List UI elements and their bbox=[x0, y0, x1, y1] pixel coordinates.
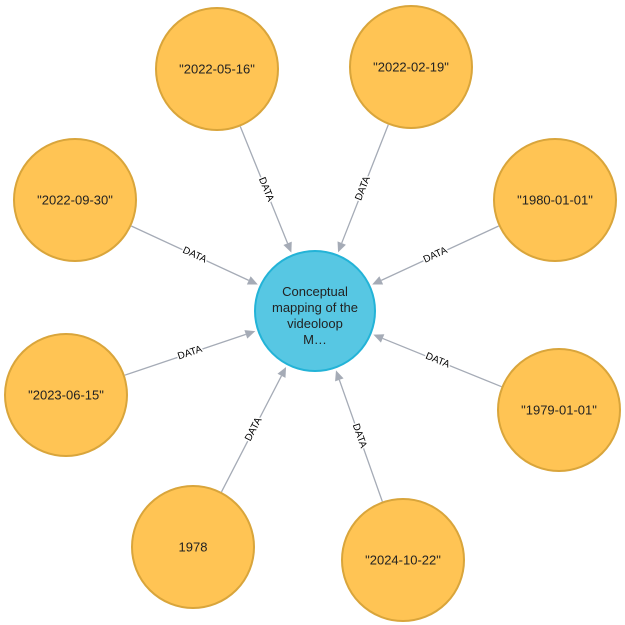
node-3-label: "1980-01-01" bbox=[517, 193, 593, 208]
edge-1-arrowhead bbox=[337, 241, 346, 253]
node-1[interactable]: "2022-02-19" bbox=[349, 5, 473, 129]
edge-7-arrowhead bbox=[335, 370, 344, 382]
edge-5[interactable]: DATA bbox=[373, 334, 502, 388]
edge-1[interactable]: DATA bbox=[337, 124, 389, 253]
edge-4-line bbox=[124, 333, 247, 376]
edge-5-arrowhead bbox=[373, 334, 385, 343]
node-1-label: "2022-02-19" bbox=[373, 60, 449, 75]
node-5-circle bbox=[497, 348, 621, 472]
node-1-circle bbox=[349, 5, 473, 129]
edge-0-label: DATA bbox=[256, 176, 276, 204]
node-0[interactable]: "2022-05-16" bbox=[155, 7, 279, 131]
edge-4[interactable]: DATA bbox=[124, 330, 256, 376]
edge-2-arrowhead bbox=[246, 276, 258, 285]
node-5[interactable]: "1979-01-01" bbox=[497, 348, 621, 472]
edge-5-line bbox=[382, 337, 502, 388]
node-6-circle bbox=[131, 485, 255, 609]
edge-6-line bbox=[220, 375, 283, 493]
edge-2[interactable]: DATA bbox=[131, 225, 258, 285]
edge-1-line bbox=[341, 124, 389, 244]
edge-6-label: DATA bbox=[243, 415, 264, 443]
edge-3-arrowhead bbox=[372, 276, 384, 285]
edge-5-label: DATA bbox=[424, 351, 452, 371]
center-node-label-line-0: Conceptual bbox=[282, 284, 348, 299]
edge-0-arrowhead bbox=[283, 241, 292, 253]
node-2-circle bbox=[13, 138, 137, 262]
edge-2-label: DATA bbox=[181, 245, 209, 266]
node-0-label: "2022-05-16" bbox=[179, 62, 255, 77]
node-2-label: "2022-09-30" bbox=[37, 193, 113, 208]
edge-3-line bbox=[380, 225, 499, 281]
edge-6-arrowhead bbox=[277, 366, 287, 378]
edge-7-label: DATA bbox=[350, 422, 369, 450]
node-2[interactable]: "2022-09-30" bbox=[13, 138, 137, 262]
node-5-label: "1979-01-01" bbox=[521, 403, 597, 418]
edge-7[interactable]: DATA bbox=[335, 370, 383, 502]
node-4-circle bbox=[4, 333, 128, 457]
node-7-label: "2024-10-22" bbox=[365, 553, 441, 568]
edge-6[interactable]: DATA bbox=[220, 366, 287, 493]
node-0-circle bbox=[155, 7, 279, 131]
node-7[interactable]: "2024-10-22" bbox=[341, 498, 465, 622]
center-node-label-line-2: videoloop bbox=[287, 316, 343, 331]
center-node[interactable]: Conceptual mapping of the videoloop M… bbox=[254, 250, 376, 372]
node-3-circle bbox=[493, 138, 617, 262]
center-node-label-line-3: M… bbox=[303, 332, 327, 347]
node-4-label: "2023-06-15" bbox=[28, 388, 104, 403]
center-node-label-line-1: mapping of the bbox=[272, 300, 358, 315]
edge-0-line bbox=[239, 126, 289, 244]
node-3[interactable]: "1980-01-01" bbox=[493, 138, 617, 262]
node-6-label: 1978 bbox=[179, 540, 208, 555]
edge-1-label: DATA bbox=[353, 174, 373, 202]
nodes-layer: "2022-05-16" "2022-02-19" "2022-09-30" "… bbox=[4, 5, 621, 622]
edge-4-label: DATA bbox=[176, 344, 204, 363]
node-4[interactable]: "2023-06-15" bbox=[4, 333, 128, 457]
node-6[interactable]: 1978 bbox=[131, 485, 255, 609]
edge-2-line bbox=[131, 225, 250, 281]
edge-7-line bbox=[338, 379, 383, 502]
edge-4-arrowhead bbox=[244, 330, 256, 339]
edge-0[interactable]: DATA bbox=[239, 126, 292, 253]
edge-3[interactable]: DATA bbox=[372, 225, 499, 285]
center-node-circle bbox=[254, 250, 376, 372]
edge-3-label: DATA bbox=[422, 245, 450, 266]
node-7-circle bbox=[341, 498, 465, 622]
